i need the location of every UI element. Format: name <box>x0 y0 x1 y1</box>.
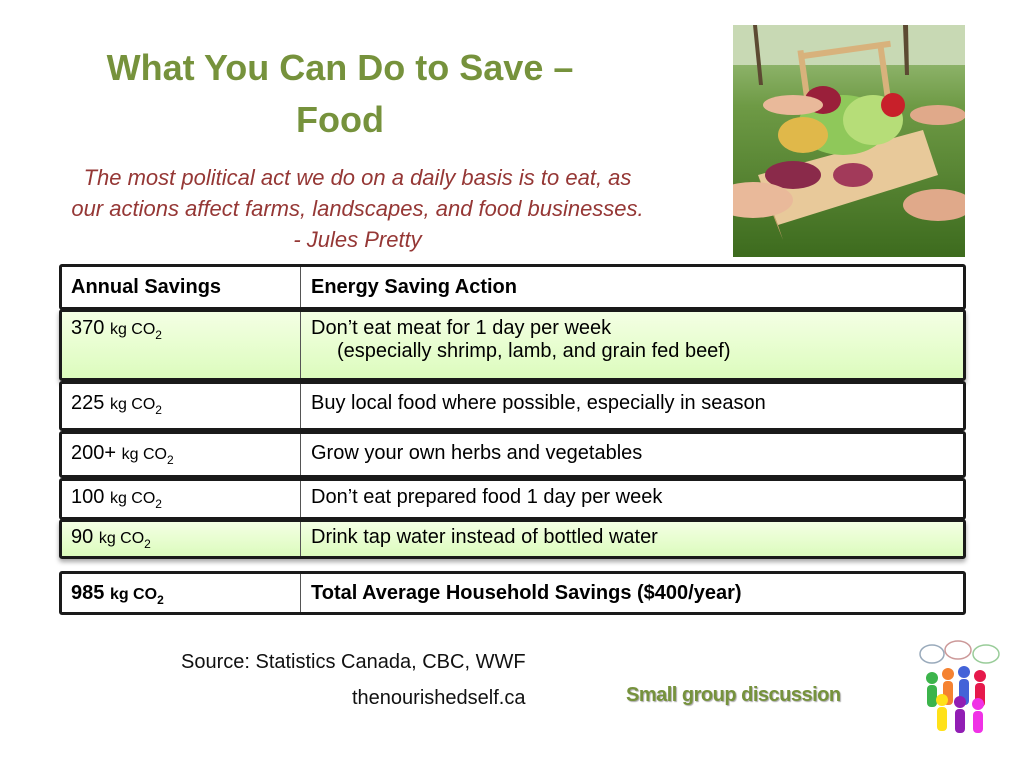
unit-subscript: 2 <box>155 328 162 342</box>
unit-label: kg CO <box>109 586 158 603</box>
total-action-text: Total Average Household Savings ($400/ye… <box>311 582 742 604</box>
unit-subscript: 2 <box>166 453 174 467</box>
savings-value: 90 <box>71 526 94 548</box>
header-energy-saving-action: Energy Saving Action <box>311 276 517 298</box>
savings-cell: 90 kg CO2 <box>62 522 301 556</box>
quote-text: The most political act we do on a daily … <box>71 165 644 252</box>
savings-cell: 225 kg CO2 <box>62 384 301 428</box>
header-annual-savings: Annual Savings <box>62 267 301 307</box>
unit-label: kg CO <box>98 530 145 547</box>
unit-label: kg CO <box>109 396 156 413</box>
table-header-row: Annual Savings Energy Saving Action <box>59 264 966 310</box>
action-detail: (especially shrimp, lamb, and grain fed … <box>337 340 731 362</box>
small-group-discussion-label: Small group discussion <box>626 684 841 706</box>
action-text: Drink tap water instead of bottled water <box>311 526 658 548</box>
action-text: Buy local food where possible, especiall… <box>311 392 766 414</box>
savings-cell: 100 kg CO2 <box>62 481 301 517</box>
unit-label: kg CO <box>109 490 156 507</box>
savings-value: 200+ <box>71 442 117 464</box>
total-savings-value: 985 <box>71 582 105 604</box>
action-cell: Don’t eat meat for 1 day per week (espec… <box>301 312 963 378</box>
people-speech-bubbles-icon <box>918 640 1006 740</box>
unit-subscript: 2 <box>144 537 151 551</box>
unit-subscript: 2 <box>157 593 164 607</box>
source-citation: Source: Statistics Canada, CBC, WWF <box>181 651 526 673</box>
unit-label: kg CO <box>121 446 167 463</box>
unit-label: kg CO <box>109 321 156 338</box>
table-total-row: 985 kg CO2 Total Average Household Savin… <box>59 571 966 615</box>
action-text: Don’t eat prepared food 1 day per week <box>311 486 663 508</box>
savings-cell: 370 kg CO2 <box>62 312 301 378</box>
website-link[interactable]: thenourishedself.ca <box>352 687 526 709</box>
table-row: 90 kg CO2 Drink tap water instead of bot… <box>59 519 966 559</box>
vegetable-basket-photo <box>733 25 965 257</box>
slide-title: What You Can Do to Save – Food <box>106 47 574 140</box>
savings-cell: 200+ kg CO2 <box>62 434 301 475</box>
action-text: Don’t eat meat for 1 day per week <box>311 317 612 339</box>
savings-value: 225 <box>71 392 105 414</box>
table-row: 370 kg CO2 Don’t eat meat for 1 day per … <box>59 309 966 381</box>
savings-value: 370 <box>71 317 105 339</box>
table-row: 100 kg CO2 Don’t eat prepared food 1 day… <box>59 478 966 520</box>
savings-value: 100 <box>71 486 105 508</box>
table-row: 225 kg CO2 Buy local food where possible… <box>59 381 966 431</box>
unit-subscript: 2 <box>155 497 162 511</box>
table-row: 200+ kg CO2 Grow your own herbs and vege… <box>59 431 966 478</box>
action-text: Grow your own herbs and vegetables <box>311 442 643 464</box>
unit-subscript: 2 <box>155 403 162 417</box>
total-savings-cell: 985 kg CO2 <box>62 574 301 612</box>
